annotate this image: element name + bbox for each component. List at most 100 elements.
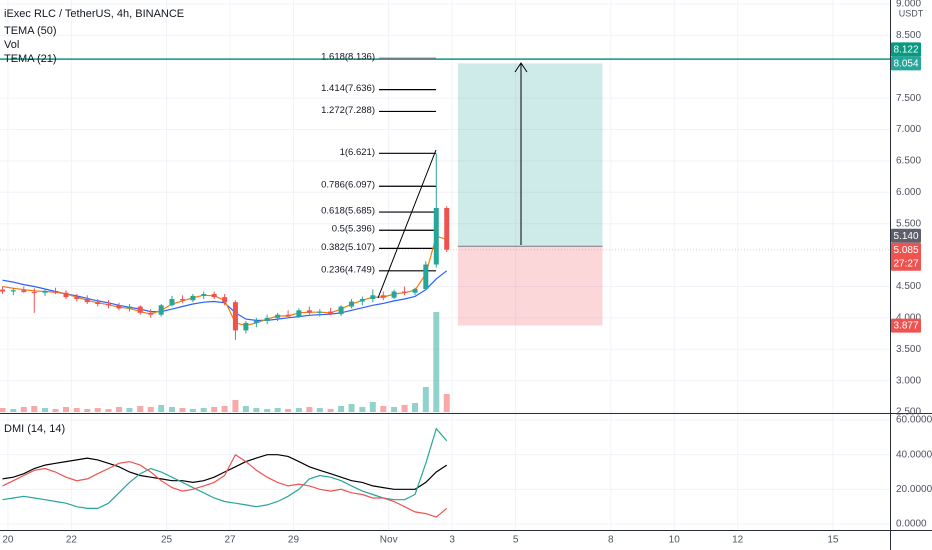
x-tick-label: 5 [513,535,519,546]
volume-bar [105,409,112,412]
y-tick-label: 9.000 [896,0,921,10]
candle-body [285,314,291,317]
candle-body [148,312,154,315]
volume-bar [62,407,69,412]
volume-bar [73,408,80,412]
x-tick-label: 25 [161,535,173,546]
fib-label: 0.382(5.107) [321,242,375,253]
price-label-box [891,42,921,57]
volume-bar [306,407,313,412]
fib-label: 1.414(7.636) [321,83,375,94]
dmi-line [2,453,448,518]
volume-bar [242,406,249,412]
x-tick-label: 15 [827,535,839,546]
volume-bar [31,406,38,412]
volume-bar [359,407,366,412]
dmi-line [2,454,448,490]
y-tick-label: 6.000 [896,187,921,198]
volume-bar [137,406,144,412]
x-tick-label: 22 [66,535,78,546]
dmi-line [2,427,448,509]
volume-bar [168,407,175,412]
price-label: 5.085 [893,245,918,256]
plot: 1.618(8.136) 1.414(7.636) 1.272(7.288) 1(6.… [0,52,890,518]
volume-bar [20,407,27,412]
candle-body [253,320,259,323]
candle-body [63,292,69,298]
candle-body [370,295,376,300]
candle-body [232,302,238,331]
candle-body [433,208,439,265]
candle-body [106,304,112,306]
candle-body [275,314,281,318]
legend-entry: TEMA (50) [4,25,57,37]
candle-body [328,311,334,315]
volume-bar [158,405,165,412]
candle-body [201,293,207,296]
candle-body [338,306,344,315]
fib-label: 0.786(6.097) [321,180,375,191]
candle-body [380,295,386,298]
candle-body [169,299,175,306]
volume-bar [422,387,429,412]
volume-bar [115,407,122,412]
countdown: 27:27 [893,258,918,269]
stop-zone [457,246,603,326]
dmi-tick-label: 20.0000 [896,484,932,495]
volume-bar [0,408,6,412]
volume-bar [369,402,376,412]
volume-bar [338,406,345,412]
candle-body [158,305,164,315]
candle-body [179,299,185,301]
y-tick-label: 7.000 [896,124,921,135]
candle-body [306,310,312,313]
chart-title: iExec RLC / TetherUS, 4h, BINANCE [4,8,184,20]
volume-bar [295,408,302,412]
dmi-tick-label: 0.0000 [896,519,927,530]
price-label: 8.054 [893,59,918,70]
x-tick-label: 3 [449,535,455,546]
price-labels: 8.122 8.054 5.140 5.085 27:27 3.877 [891,42,921,333]
volume-bar [200,408,207,412]
candle-body [31,292,37,294]
dmi-tick-label: 40.0000 [896,449,932,460]
candle-body [222,297,228,303]
candle-body [423,264,429,289]
volume-bar [147,407,154,412]
y-tick-label: 4.500 [896,281,921,292]
x-tick-label: Nov [380,535,398,546]
fib-label: 0.618(5.685) [321,206,375,217]
x-tick-label: 29 [288,535,300,546]
volume-bar [274,408,281,412]
candle-body [359,299,365,302]
volume-bar [221,406,228,412]
candle-body [137,306,143,313]
fib-label: 0.5(5.396) [332,224,375,235]
price-label-box [891,242,921,271]
x-tick-label: 12 [732,535,744,546]
currency: USDT [899,8,924,18]
candle-body [402,291,408,293]
fib-label: 0.236(4.749) [321,264,375,275]
candle-body [243,322,249,331]
price-label-box [891,228,921,243]
volume-bar [189,409,196,412]
fib-label: 1.272(7.288) [321,105,375,116]
arrow-head [514,62,528,73]
y-tick-label: 4.000 [896,312,921,323]
candle-body [264,317,270,321]
dmi-tick-label: 60.0000 [896,415,932,426]
x-tick-label: 20 [2,535,14,546]
price-label: 3.877 [893,321,918,332]
price-label-box [891,318,921,333]
candle-body [211,293,217,298]
volume-bar [126,408,133,412]
y-tick-label: 3.000 [896,375,921,386]
volume-bar [348,404,355,412]
volume-bar [285,409,292,412]
legend-entry: TEMA (21) [4,53,57,65]
y-tick-label: 3.500 [896,344,921,355]
